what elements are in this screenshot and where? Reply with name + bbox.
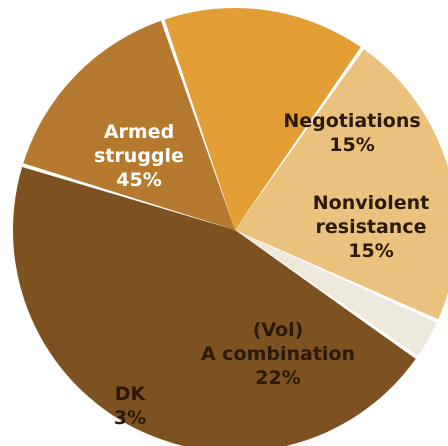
slice-label-0: Negotiations 15% xyxy=(283,110,420,156)
slice-label-line: struggle xyxy=(94,145,184,167)
pie-labels: Negotiations 15%Nonviolent resistance 15%(V… xyxy=(94,110,429,429)
pie-slice-1 xyxy=(164,7,361,231)
pie-slices xyxy=(13,7,448,446)
slice-label-line: Negotiations xyxy=(283,110,420,132)
pie-slice-0 xyxy=(23,20,235,231)
slice-label-3: DK 3% xyxy=(114,383,147,429)
slice-label-line: 15% xyxy=(329,134,374,156)
slice-label-line: 3% xyxy=(114,407,146,429)
slice-label-line: Armed xyxy=(104,121,174,143)
pie-slice-3 xyxy=(235,230,437,356)
slice-label-line: (Vol) xyxy=(253,319,304,341)
slice-label-line: DK xyxy=(115,383,147,405)
slice-label-line: 45% xyxy=(116,169,161,191)
slice-label-line: 22% xyxy=(255,367,300,389)
pie-slice-4 xyxy=(13,166,416,446)
slice-label-1: Nonviolent resistance 15% xyxy=(313,192,429,262)
slice-label-line: 15% xyxy=(348,240,393,262)
pie-slice-2 xyxy=(235,49,448,320)
slice-label-line: resistance xyxy=(316,216,427,238)
slice-label-line: A combination xyxy=(201,343,355,365)
slice-label-4: Armed struggle 45% xyxy=(94,121,184,191)
slice-label-line: Nonviolent xyxy=(313,192,429,214)
slice-label-2: (Vol) A combination 22% xyxy=(201,319,355,389)
